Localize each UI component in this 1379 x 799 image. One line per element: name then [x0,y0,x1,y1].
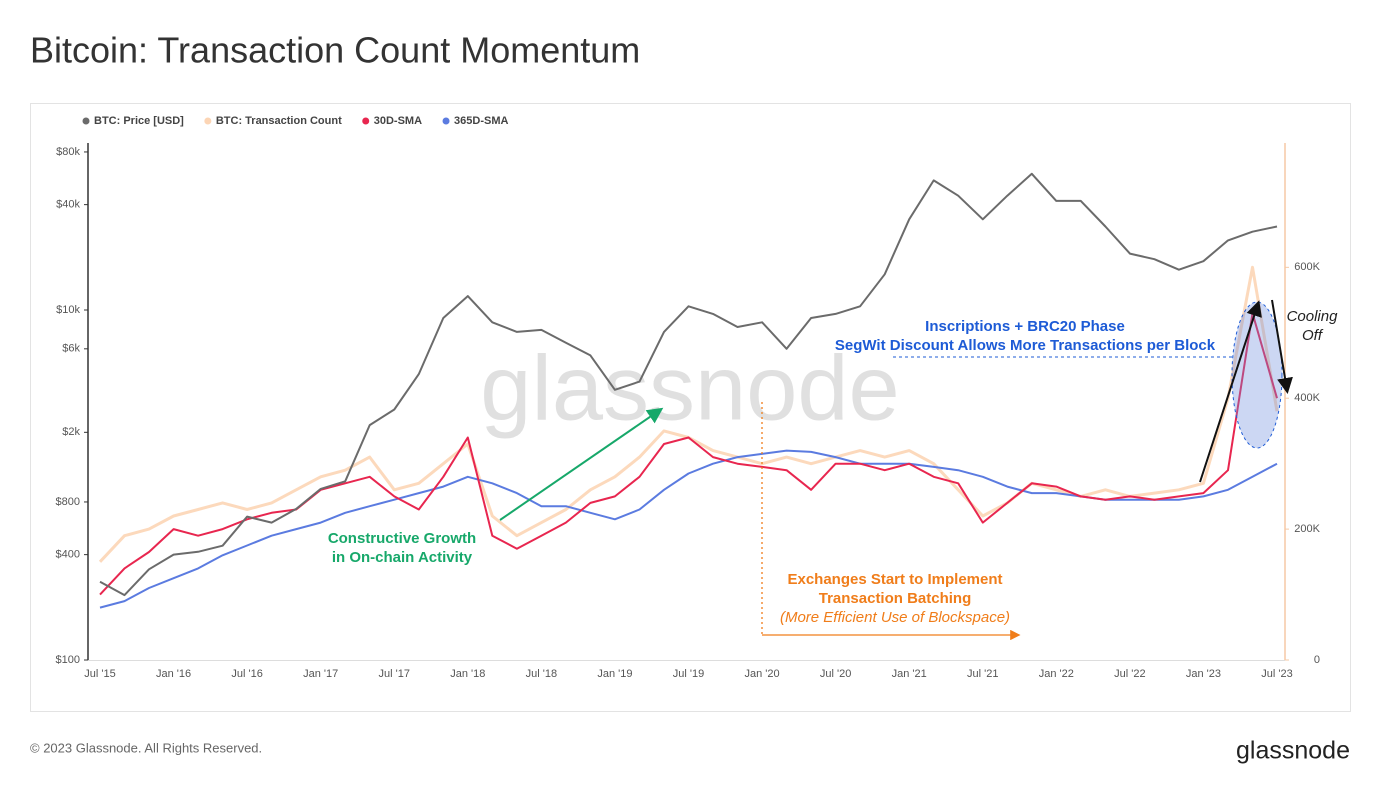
legend-marker [204,117,212,125]
y-tick-label: $6k [62,343,80,355]
footer: © 2023 Glassnode. All Rights Reserved. [30,740,262,755]
x-tick-label: Jan '21 [892,668,927,680]
legend-label: BTC: Price [USD] [94,115,184,127]
annotation: SegWit Discount Allows More Transactions… [835,337,1216,354]
x-tick-label: Jan '16 [156,668,191,680]
x-tick-label: Jan '22 [1039,668,1074,680]
x-tick-label: Jul '16 [231,668,262,680]
legend-label: BTC: Transaction Count [216,115,342,127]
annotation: Inscriptions + BRC20 Phase [925,318,1125,335]
legend-label: 365D-SMA [454,115,508,127]
brand-logo: glassnode [1236,737,1350,765]
annotation: Exchanges Start to Implement [787,571,1002,588]
y-tick-label: $10k [56,304,80,316]
y-tick-label: $80k [56,146,80,158]
x-tick-label: Jul '23 [1261,668,1292,680]
rise-arrow [1199,300,1262,483]
y2-tick-label: 600K [1294,261,1320,273]
chart-card [30,103,1351,712]
legend-marker [362,117,370,125]
series-line [99,172,1278,597]
y-tick-label: $100 [56,654,80,666]
plot: glassnode $100 $400 $800 $2k $6k $10k $40k $80k 0… [56,115,1321,680]
x-tick-label: Jul '20 [820,668,851,680]
x-tick-label: Jul '15 [84,668,115,680]
cooling-arrow [1271,299,1293,394]
annotation: Cooling [1287,308,1339,325]
x-tick-label: Jul '18 [526,668,557,680]
y-tick-label: $40k [56,199,80,211]
annotation: in On-chain Activity [332,549,473,566]
highlight-ellipse [1231,301,1283,449]
y-tick-label: $2k [62,426,80,438]
annotation: Constructive Growth [328,530,476,547]
y-tick-label: $800 [56,496,80,508]
y2-tick-label: 200K [1294,523,1320,535]
y2-tick-label: 0 [1314,654,1320,666]
growth-arrow [499,407,664,521]
y-tick-label: $400 [56,549,80,561]
legend-label: 30D-SMA [374,115,422,127]
x-tick-label: Jan '18 [450,668,485,680]
x-tick-label: Jan '17 [303,668,338,680]
x-tick-label: Jul '17 [379,668,410,680]
x-tick-label: Jan '19 [597,668,632,680]
legend-marker [442,117,450,125]
watermark: glassnode [480,337,899,439]
x-tick-label: Jan '23 [1186,668,1221,680]
x-tick-label: Jul '22 [1114,668,1145,680]
annotation: Transaction Batching [819,590,972,607]
page-title: Bitcoin: Transaction Count Momentum [30,30,640,71]
x-tick-label: Jan '20 [744,668,779,680]
annotation-shapes: Inscriptions + BRC20 Phase SegWit Discoun… [328,299,1339,641]
x-tick-label: Jul '21 [967,668,998,680]
legend-marker [82,117,90,125]
annotation: (More Efficient Use of Blockspace) [780,609,1010,626]
annotation: Off [1302,327,1324,344]
x-tick-label: Jul '19 [673,668,704,680]
y2-tick-label: 400K [1294,392,1320,404]
